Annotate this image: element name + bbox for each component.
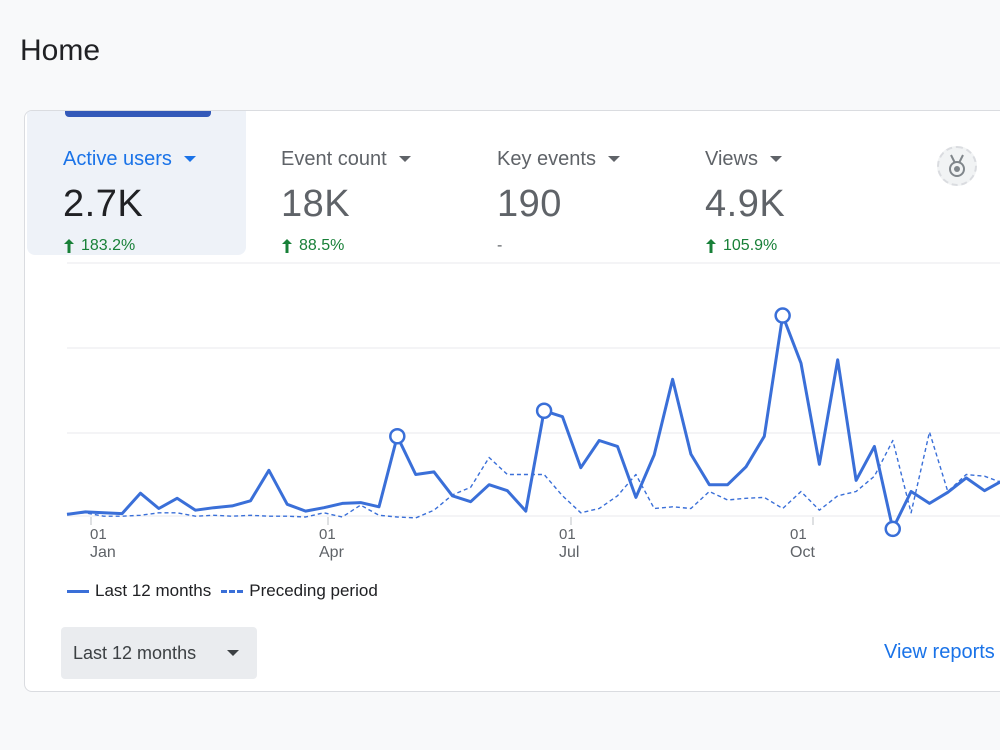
- legend-item-current: Last 12 months: [67, 581, 211, 601]
- caret-down-icon: [607, 156, 620, 162]
- metric-change-text: 88.5%: [299, 237, 345, 254]
- view-reports-link[interactable]: View reports: [884, 641, 995, 663]
- caret-down-icon: [183, 156, 196, 162]
- x-tick-month: Jul: [559, 544, 579, 561]
- metric-change-text: 183.2%: [81, 237, 136, 254]
- metric-change-text: 105.9%: [723, 237, 778, 254]
- metric-label-text: Event count: [281, 147, 387, 170]
- metric-label-key-events[interactable]: Key events: [497, 147, 671, 171]
- legend-swatch-solid: [67, 589, 89, 593]
- metric-value-key-events: 190: [497, 183, 562, 225]
- caret-down-icon: [398, 156, 411, 162]
- x-tick-month: Oct: [790, 544, 815, 561]
- metric-label-views[interactable]: Views: [705, 147, 879, 171]
- highlight-point: [884, 520, 901, 538]
- insights-badge-icon[interactable]: [937, 146, 977, 186]
- medal-icon: [949, 154, 965, 177]
- legend-item-previous: Preceding period: [221, 581, 378, 601]
- tab-active-users[interactable]: Active users 2.7K 183.2%: [27, 111, 246, 255]
- metric-change-key-events: -: [497, 237, 671, 255]
- metric-label-text: Views: [705, 147, 758, 170]
- metric-value-views: 4.9K: [705, 183, 786, 225]
- x-tick-month: Apr: [319, 544, 345, 561]
- tab-views[interactable]: Views 4.9K 105.9%: [669, 111, 879, 255]
- metric-change-views: 105.9%: [705, 237, 879, 255]
- metric-change-text: -: [497, 237, 503, 254]
- chart-highlight-points: [389, 307, 901, 538]
- chart-legend: Last 12 months Preceding period: [67, 581, 388, 601]
- page-title: Home: [20, 34, 101, 67]
- metric-label-text: Active users: [63, 147, 172, 170]
- arrow-up-icon: [64, 239, 74, 253]
- x-tick-day: 01: [559, 526, 576, 543]
- overview-card: Active users 2.7K 183.2% Event count 18K…: [24, 110, 1000, 692]
- caret-down-icon: [770, 156, 782, 162]
- caret-down-icon: [227, 650, 239, 656]
- chart-grid: [67, 262, 1000, 517]
- x-tick-day: 01: [319, 526, 336, 543]
- active-tab-indicator: [65, 111, 211, 117]
- date-range-dropdown[interactable]: Last 12 months: [61, 627, 257, 679]
- date-range-label: Last 12 months: [73, 642, 197, 663]
- x-tick-day: 01: [90, 526, 107, 543]
- tab-event-count[interactable]: Event count 18K 88.5%: [245, 111, 455, 255]
- legend-label-previous: Preceding period: [249, 581, 378, 600]
- highlight-point: [774, 307, 791, 324]
- legend-swatch-dashed: [221, 589, 244, 593]
- arrow-up-icon: [282, 239, 292, 253]
- series-line-preceding-period: [66, 431, 1000, 519]
- metric-change-active-users: 183.2%: [63, 237, 246, 255]
- arrow-up-icon: [706, 239, 716, 253]
- legend-label-current: Last 12 months: [95, 581, 212, 600]
- tab-key-events[interactable]: Key events 190 -: [461, 111, 671, 255]
- metric-label-text: Key events: [497, 147, 596, 170]
- highlight-point: [389, 428, 406, 445]
- highlight-point: [535, 402, 553, 419]
- metric-label-event-count[interactable]: Event count: [281, 147, 455, 171]
- metric-label-active-users[interactable]: Active users: [63, 147, 246, 171]
- x-tick-month: Jan: [90, 544, 116, 561]
- metric-value-event-count: 18K: [281, 183, 351, 225]
- metric-value-active-users: 2.7K: [63, 183, 144, 225]
- metric-change-event-count: 88.5%: [281, 237, 455, 255]
- x-tick-day: 01: [790, 526, 807, 543]
